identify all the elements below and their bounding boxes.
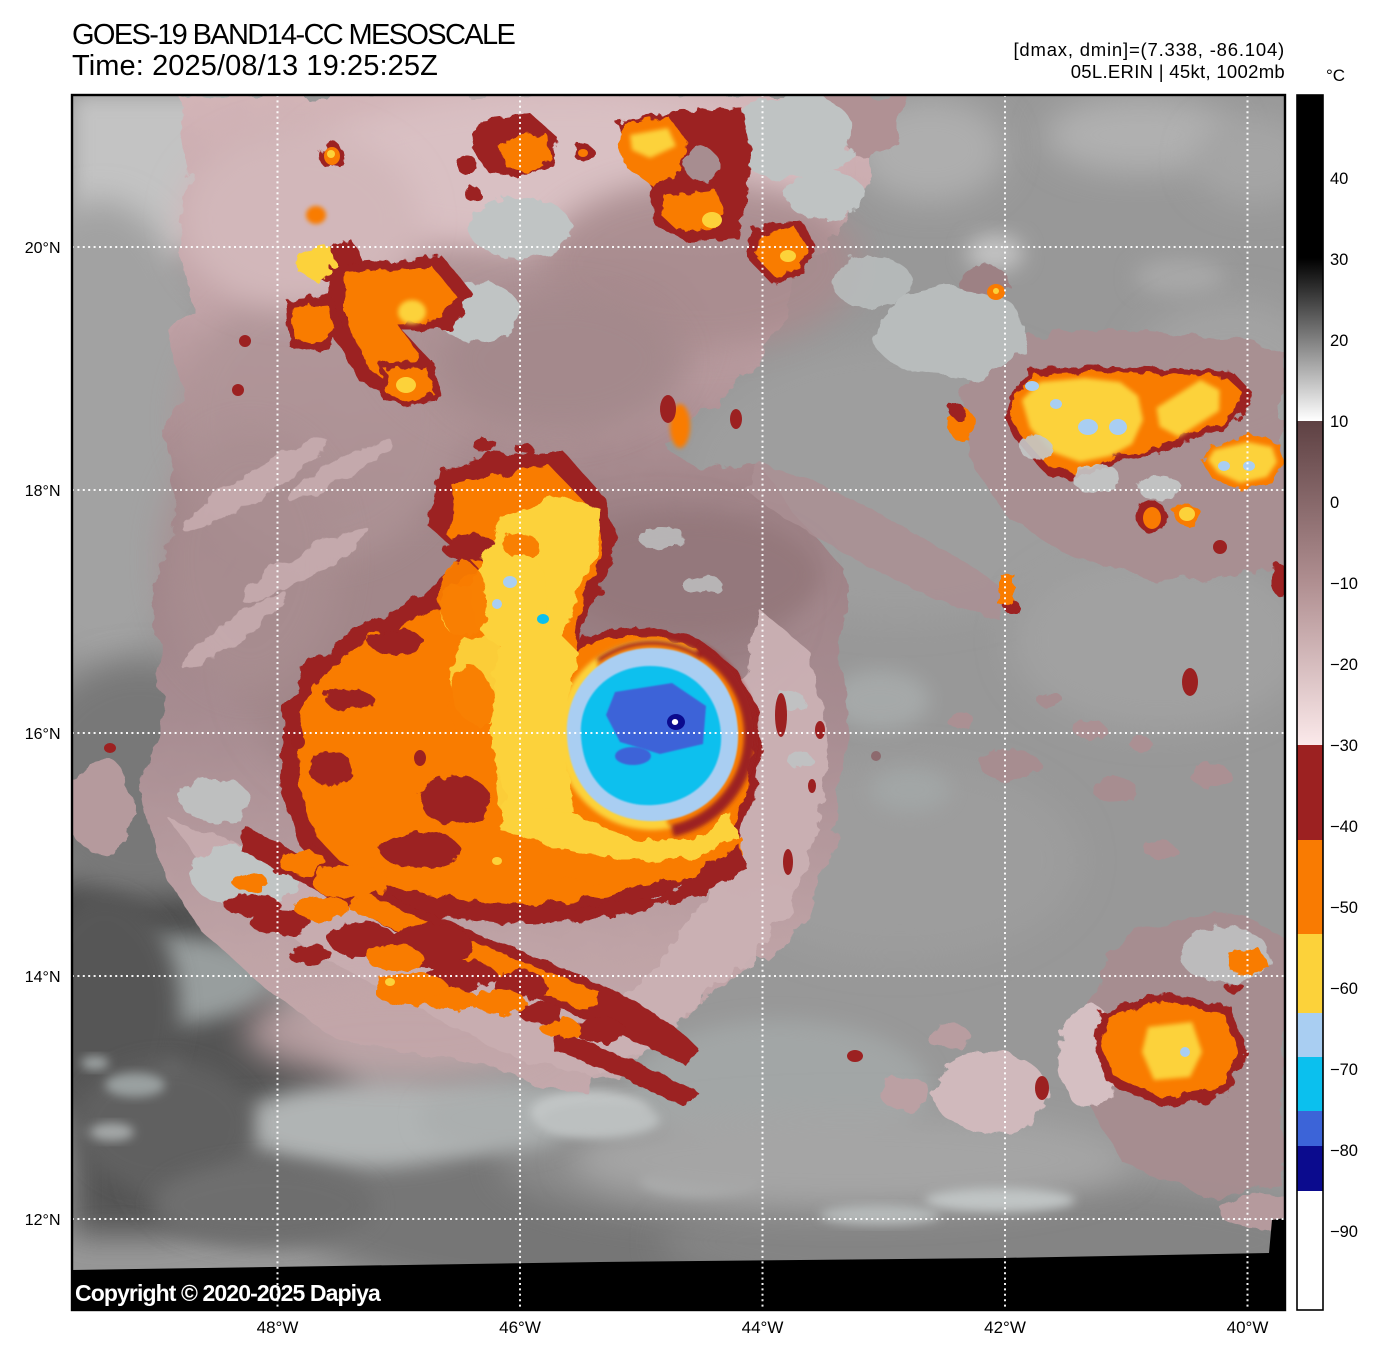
svg-text:GOES-19 BAND14-CC MESOSCALE: GOES-19 BAND14-CC MESOSCALE (72, 19, 515, 51)
svg-text:−50: −50 (1330, 899, 1358, 917)
svg-text:−40: −40 (1330, 818, 1358, 836)
svg-text:48°W: 48°W (257, 1318, 299, 1337)
svg-text:−20: −20 (1330, 656, 1358, 674)
svg-text:°C: °C (1326, 66, 1345, 85)
svg-text:16°N: 16°N (25, 726, 61, 743)
svg-text:14°N: 14°N (25, 969, 61, 986)
svg-text:30: 30 (1330, 251, 1348, 269)
svg-text:Copyright © 2020-2025 Dapiya: Copyright © 2020-2025 Dapiya (75, 1280, 381, 1306)
svg-text:18°N: 18°N (25, 483, 61, 500)
svg-text:10: 10 (1330, 413, 1348, 431)
svg-text:20°N: 20°N (25, 240, 61, 257)
svg-text:42°W: 42°W (984, 1318, 1026, 1337)
svg-text:−80: −80 (1330, 1142, 1358, 1160)
svg-text:−90: −90 (1330, 1223, 1358, 1241)
svg-text:−30: −30 (1330, 737, 1358, 755)
svg-text:[dmax, dmin]=(7.338, -86.104): [dmax, dmin]=(7.338, -86.104) (1013, 39, 1285, 60)
svg-text:46°W: 46°W (499, 1318, 541, 1337)
svg-text:40°W: 40°W (1227, 1318, 1269, 1337)
svg-text:44°W: 44°W (742, 1318, 784, 1337)
svg-text:40: 40 (1330, 170, 1348, 188)
svg-text:12°N: 12°N (25, 1212, 61, 1229)
svg-text:−70: −70 (1330, 1061, 1358, 1079)
svg-text:Time: 2025/08/13 19:25:25Z: Time: 2025/08/13 19:25:25Z (72, 50, 438, 82)
svg-text:20: 20 (1330, 332, 1348, 350)
svg-text:−10: −10 (1330, 575, 1358, 593)
svg-text:−60: −60 (1330, 980, 1358, 998)
svg-text:05L.ERIN | 45kt, 1002mb: 05L.ERIN | 45kt, 1002mb (1071, 61, 1285, 82)
svg-text:0: 0 (1330, 494, 1339, 512)
